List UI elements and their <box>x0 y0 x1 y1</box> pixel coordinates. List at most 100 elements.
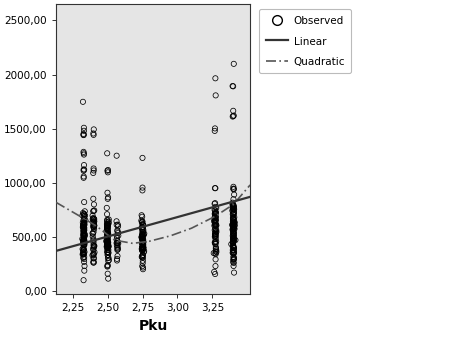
Point <box>105 217 112 222</box>
Point <box>211 218 218 223</box>
Point <box>90 223 98 228</box>
Point <box>229 222 236 228</box>
Point <box>231 237 239 243</box>
Point <box>229 83 236 89</box>
Point <box>79 210 86 216</box>
Point <box>90 166 97 171</box>
Point <box>211 271 218 277</box>
Point <box>211 233 218 238</box>
Point <box>80 228 87 233</box>
Point <box>103 244 110 249</box>
Point <box>230 221 237 226</box>
Point <box>229 237 236 242</box>
Point <box>80 247 87 253</box>
Point <box>89 231 96 236</box>
Point <box>138 244 146 250</box>
Point <box>139 245 146 250</box>
Point <box>80 229 87 234</box>
Point <box>230 225 237 230</box>
Point <box>230 207 237 212</box>
Point <box>139 239 146 244</box>
Point <box>138 241 146 247</box>
Point <box>212 226 219 232</box>
Point <box>79 246 87 251</box>
Point <box>230 238 237 243</box>
Point <box>230 235 237 241</box>
Point <box>103 241 111 246</box>
Point <box>80 231 87 237</box>
Point <box>81 221 88 227</box>
Point <box>104 231 111 236</box>
Point <box>80 220 88 225</box>
Point <box>104 255 112 261</box>
Point <box>212 223 219 228</box>
Point <box>230 248 237 253</box>
Point <box>229 212 236 217</box>
Point <box>90 219 97 225</box>
Point <box>229 206 236 211</box>
Point <box>229 243 236 249</box>
Point <box>80 228 87 233</box>
Point <box>229 113 236 119</box>
Point <box>113 236 120 241</box>
Point <box>79 243 87 248</box>
Point <box>104 243 111 249</box>
Point <box>103 241 111 246</box>
Point <box>90 256 97 261</box>
Point <box>113 245 121 250</box>
Point <box>103 223 111 228</box>
Point <box>230 233 237 239</box>
Point <box>229 217 236 222</box>
Point <box>138 235 145 240</box>
Point <box>90 252 97 258</box>
Point <box>139 261 146 266</box>
Point <box>211 211 218 216</box>
Point <box>90 208 97 214</box>
Point <box>229 231 236 237</box>
Point <box>78 236 86 242</box>
Point <box>90 224 97 230</box>
Point <box>105 219 112 224</box>
Point <box>104 225 112 231</box>
Point <box>113 153 120 158</box>
Point <box>211 211 218 216</box>
Point <box>80 222 87 227</box>
Point <box>104 221 111 226</box>
Point <box>79 220 86 225</box>
Point <box>139 241 146 246</box>
Point <box>229 244 236 249</box>
Point <box>230 250 237 256</box>
Point <box>212 246 219 251</box>
Point <box>79 232 87 238</box>
Point <box>139 265 146 270</box>
Point <box>230 244 237 250</box>
Point <box>230 246 237 251</box>
Point <box>103 225 111 231</box>
Point <box>79 246 86 252</box>
Point <box>105 250 112 256</box>
Point <box>230 237 237 242</box>
Point <box>80 132 87 137</box>
Point <box>229 250 236 255</box>
Point <box>230 204 237 209</box>
Point <box>138 219 146 224</box>
Point <box>81 233 88 239</box>
Point <box>139 225 146 231</box>
Point <box>80 237 88 242</box>
Point <box>230 248 237 253</box>
Point <box>211 226 218 232</box>
Point <box>90 243 97 249</box>
Point <box>229 250 236 256</box>
Point <box>230 209 237 215</box>
Point <box>138 232 146 238</box>
Point <box>229 219 236 224</box>
Point <box>212 246 219 251</box>
Point <box>210 217 218 223</box>
Point <box>140 232 147 238</box>
Point <box>112 219 120 224</box>
Point <box>140 227 147 233</box>
Point <box>229 215 236 220</box>
Point <box>104 240 112 246</box>
Point <box>230 256 237 262</box>
Point <box>90 209 97 214</box>
